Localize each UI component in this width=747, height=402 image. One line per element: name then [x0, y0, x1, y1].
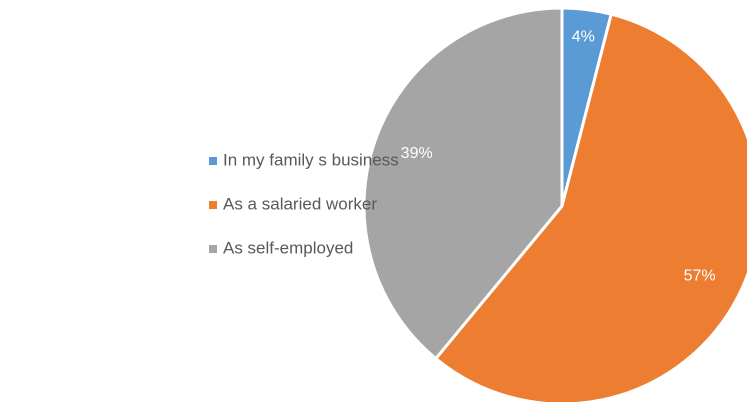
pie-slice — [434, 12, 747, 402]
legend-swatch — [209, 245, 217, 253]
legend-label: As self-employed — [223, 238, 353, 257]
data-label: 39% — [401, 145, 433, 162]
data-label: 57% — [684, 267, 716, 284]
data-label: 4% — [572, 28, 595, 45]
legend-swatch — [209, 201, 217, 209]
pie-slice — [362, 6, 564, 361]
legend-label: In my family s business — [223, 150, 399, 169]
legend-label: As a salaried worker — [223, 194, 377, 213]
legend-swatch — [209, 157, 217, 165]
